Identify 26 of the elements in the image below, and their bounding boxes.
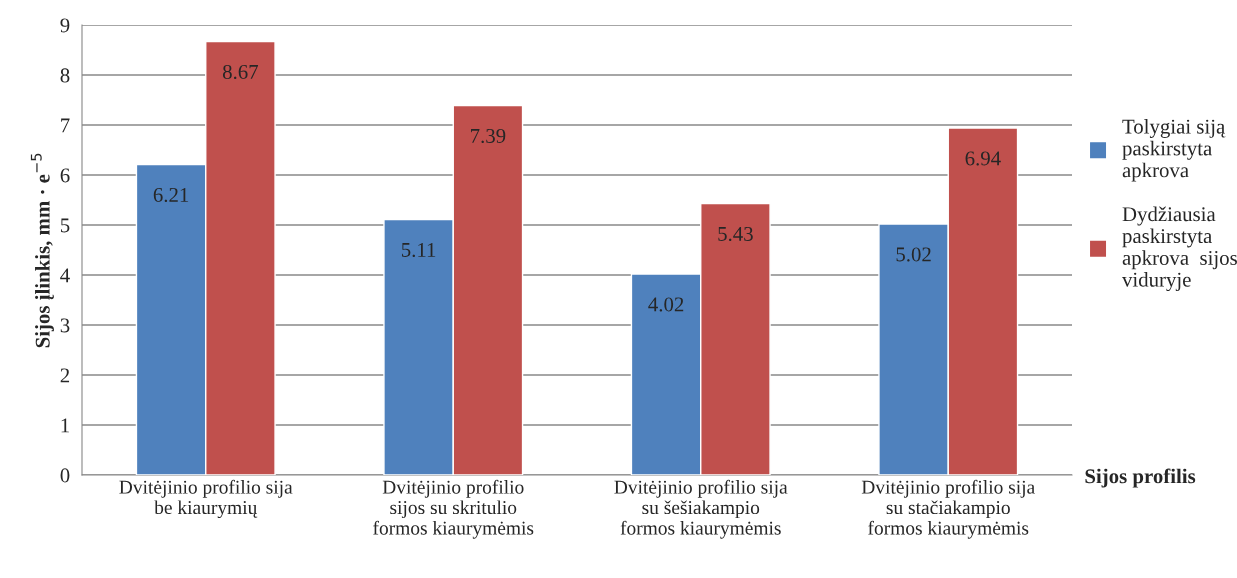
y-tick-label: 2 [60, 368, 70, 383]
x-tick-label: Dvitėjinio profilio sija be kiaurymių [119, 479, 293, 519]
data-label: 5.43 [718, 226, 753, 242]
data-label: 8.67 [222, 64, 259, 80]
x-tick-label: Dvitėjinio profilio sija su šešiakampio formos kiaurymėmis [614, 479, 788, 539]
x-tick-label: Dvitėjinio profilio sijos su skritulio formos kiaurymėmis [373, 479, 534, 539]
legend-label: Dydžiausia paskirstyta apkrova sijos viduryje [1122, 206, 1237, 292]
y-tick-label: 3 [60, 318, 70, 333]
data-label: 5.02 [896, 247, 931, 262]
data-label: 6.94 [965, 151, 1001, 166]
x-axis-title: Sijos profilis [1085, 468, 1196, 488]
y-tick-label: 5 [60, 218, 70, 233]
y-tick-label: 6 [60, 168, 70, 183]
data-label: 6.21 [153, 187, 189, 203]
y-tick-label: 1 [61, 418, 69, 433]
data-label: 7.39 [471, 128, 506, 144]
y-tick-label: 7 [61, 118, 70, 133]
data-label: 4.02 [648, 297, 684, 312]
y-tick-label: 8 [60, 68, 70, 83]
x-tick-label: Dvitėjinio profilio sija su stačiakampio formos kiaurymėmis [861, 479, 1035, 539]
y-tick-label: 9 [60, 18, 70, 33]
data-label: 5.11 [401, 242, 436, 258]
y-tick-label: 4 [60, 268, 70, 283]
legend-label: Tolygiai siją paskirstyta apkrova [1122, 118, 1226, 182]
y-tick-label: 0 [60, 468, 70, 483]
y-axis-title: Sijos įlinkis, mm · e$^{−5}$ [30, 153, 54, 348]
